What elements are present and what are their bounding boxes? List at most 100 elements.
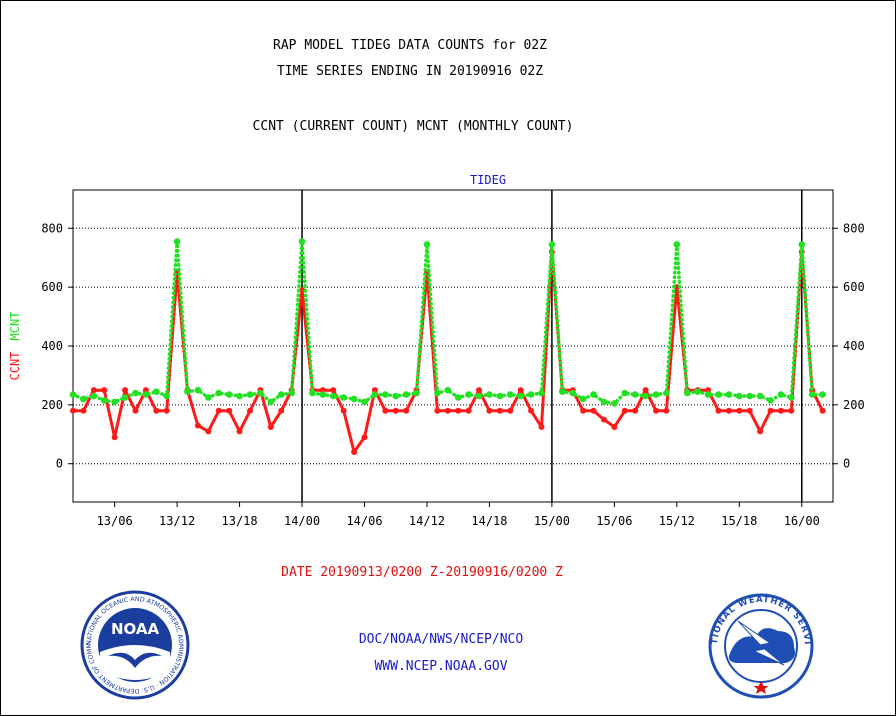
- data-point-ccnt: [736, 407, 743, 414]
- data-point-ccnt: [507, 407, 514, 414]
- data-point-ccnt: [434, 407, 441, 414]
- data-point-ccnt: [163, 407, 170, 414]
- data-point-mcnt: [559, 388, 566, 395]
- ytick-label-left: 800: [41, 221, 63, 235]
- data-point-ccnt: [715, 407, 722, 414]
- xtick-label: 15/00: [534, 514, 570, 528]
- data-point-mcnt: [756, 392, 764, 400]
- noaa-logo: NOAA NATIONAL OCEANIC AND ATMOSPHERIC AD…: [80, 590, 190, 700]
- data-point-ccnt: [455, 407, 462, 414]
- data-point-mcnt: [298, 238, 306, 245]
- data-point-mcnt: [371, 391, 379, 398]
- data-point-ccnt: [767, 407, 774, 414]
- xtick-label: 15/18: [721, 514, 757, 528]
- data-point-mcnt: [704, 391, 712, 398]
- data-point-mcnt: [642, 392, 649, 400]
- data-point-mcnt: [257, 389, 264, 397]
- data-point-ccnt: [788, 407, 795, 414]
- data-point-ccnt: [361, 434, 368, 441]
- data-point-ccnt: [757, 428, 764, 435]
- url-link[interactable]: WWW.NCEP.NOAA.GOV: [374, 659, 508, 674]
- xtick-label: 13/18: [222, 514, 258, 528]
- data-point-mcnt: [361, 398, 368, 406]
- data-point-ccnt: [246, 407, 253, 414]
- data-point-mcnt: [736, 392, 743, 400]
- xtick-label: 14/06: [346, 514, 382, 528]
- data-point-mcnt: [444, 386, 452, 394]
- data-point-ccnt: [600, 416, 607, 423]
- data-point-mcnt: [350, 395, 358, 403]
- data-point-ccnt: [819, 407, 826, 414]
- data-point-mcnt: [184, 388, 191, 395]
- data-point-mcnt: [236, 392, 243, 400]
- data-point-mcnt: [454, 394, 462, 401]
- data-point-ccnt: [392, 407, 399, 414]
- data-point-mcnt: [548, 241, 556, 248]
- data-point-mcnt: [465, 391, 472, 398]
- data-point-mcnt: [319, 391, 327, 398]
- ytick-label-right: 0: [843, 457, 850, 471]
- data-point-ccnt: [403, 407, 410, 414]
- xtick-label: 15/06: [596, 514, 632, 528]
- data-point-ccnt: [205, 428, 212, 435]
- data-point-ccnt: [476, 387, 483, 394]
- data-point-ccnt: [80, 407, 87, 414]
- data-point-ccnt: [725, 407, 732, 414]
- nws-logo: NATIONAL WEATHER SERVICE: [708, 593, 814, 699]
- data-point-ccnt: [122, 387, 129, 394]
- data-point-mcnt: [496, 392, 504, 400]
- data-point-mcnt: [142, 391, 150, 398]
- data-point-ccnt: [621, 407, 628, 414]
- data-point-mcnt: [392, 392, 400, 400]
- data-point-mcnt: [746, 392, 754, 400]
- data-point-mcnt: [621, 389, 629, 397]
- data-point-mcnt: [121, 394, 129, 401]
- data-point-mcnt: [475, 392, 483, 400]
- data-point-mcnt: [277, 391, 285, 398]
- data-point-mcnt: [163, 392, 170, 400]
- data-point-mcnt: [267, 398, 275, 406]
- data-point-mcnt: [777, 391, 785, 398]
- data-point-ccnt: [267, 423, 274, 430]
- chart-title-line1: RAP MODEL TIDEG DATA COUNTS for 02Z: [273, 38, 547, 53]
- data-point-ccnt: [90, 387, 97, 394]
- xtick-label: 13/06: [97, 514, 133, 528]
- panel-title: TIDEG: [470, 173, 506, 187]
- data-point-mcnt: [725, 391, 733, 398]
- data-point-mcnt: [309, 389, 316, 397]
- ytick-label-left: 0: [56, 457, 63, 471]
- ytick-label-left: 600: [41, 280, 63, 294]
- data-point-ccnt: [642, 387, 649, 394]
- data-point-mcnt: [90, 392, 98, 400]
- data-point-ccnt: [194, 422, 201, 429]
- data-point-mcnt: [808, 391, 816, 398]
- data-point-mcnt: [694, 388, 701, 395]
- data-point-ccnt: [132, 407, 139, 414]
- ytick-label-right: 400: [843, 339, 865, 353]
- data-point-ccnt: [486, 407, 493, 414]
- data-point-mcnt: [652, 391, 660, 398]
- data-point-mcnt: [517, 392, 524, 400]
- data-point-ccnt: [517, 387, 524, 394]
- xtick-label: 16/00: [784, 514, 820, 528]
- data-point-mcnt: [423, 241, 431, 248]
- data-point-mcnt: [673, 241, 681, 248]
- ylabel-mcnt: MCNT: [8, 312, 22, 341]
- data-point-mcnt: [413, 389, 420, 397]
- data-point-mcnt: [486, 391, 493, 398]
- xtick-label: 13/12: [159, 514, 195, 528]
- data-point-mcnt: [100, 397, 108, 404]
- data-point-mcnt: [434, 389, 441, 397]
- data-point-mcnt: [69, 391, 77, 398]
- data-point-mcnt: [600, 398, 608, 406]
- data-point-ccnt: [538, 423, 545, 430]
- data-point-mcnt: [340, 394, 347, 401]
- data-point-mcnt: [788, 394, 795, 401]
- ytick-label-left: 400: [41, 339, 63, 353]
- data-point-mcnt: [767, 397, 774, 404]
- chart-subtitle: CCNT (CURRENT COUNT) MCNT (MONTHLY COUNT…: [252, 119, 574, 134]
- data-point-ccnt: [226, 407, 233, 414]
- xtick-label: 14/18: [471, 514, 507, 528]
- data-point-ccnt: [663, 407, 670, 414]
- ytick-label-left: 200: [41, 398, 63, 412]
